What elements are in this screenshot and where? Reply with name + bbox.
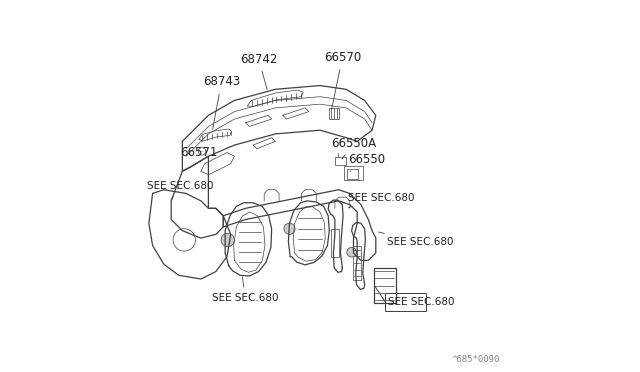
Text: SEE SEC.680: SEE SEC.680	[348, 193, 415, 208]
Text: 66550: 66550	[348, 154, 385, 171]
Bar	[335, 157, 346, 165]
Text: 68742: 68742	[240, 53, 277, 90]
Bar	[353, 246, 361, 280]
Circle shape	[347, 247, 356, 257]
Text: 66570: 66570	[324, 51, 361, 109]
Text: 66571: 66571	[180, 146, 218, 159]
Bar	[374, 268, 396, 303]
Text: SEE SEC.680: SEE SEC.680	[212, 277, 278, 302]
Text: SEE SEC.680: SEE SEC.680	[147, 181, 214, 200]
Text: SEE SEC.680: SEE SEC.680	[378, 232, 454, 247]
Text: ^685*0090: ^685*0090	[452, 355, 500, 364]
Bar	[344, 166, 363, 180]
Text: 68743: 68743	[203, 76, 240, 129]
Circle shape	[284, 223, 295, 234]
Bar	[347, 169, 358, 179]
Bar	[385, 293, 426, 311]
Text: 66550A: 66550A	[331, 137, 376, 159]
Bar	[330, 108, 339, 119]
Text: SEE SEC.680: SEE SEC.680	[388, 297, 454, 307]
Bar	[331, 229, 339, 257]
Circle shape	[221, 233, 234, 247]
